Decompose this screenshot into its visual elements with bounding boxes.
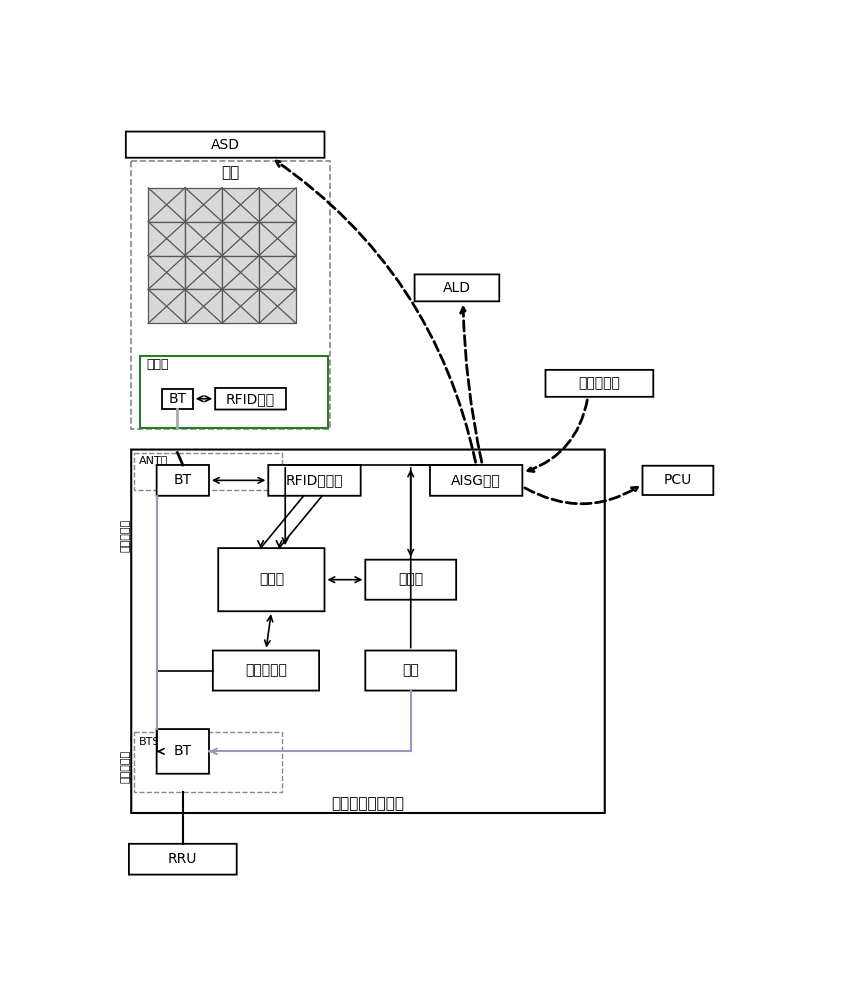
FancyBboxPatch shape xyxy=(157,729,209,774)
Text: BT: BT xyxy=(169,392,187,406)
FancyBboxPatch shape xyxy=(415,274,499,301)
FancyBboxPatch shape xyxy=(215,388,286,410)
Text: RFID标签: RFID标签 xyxy=(226,392,275,406)
Text: 标准板: 标准板 xyxy=(147,358,169,371)
Bar xyxy=(259,289,296,323)
Bar xyxy=(185,222,222,256)
FancyBboxPatch shape xyxy=(365,560,456,600)
Bar xyxy=(222,222,259,256)
FancyBboxPatch shape xyxy=(430,465,522,496)
Bar xyxy=(148,289,185,323)
Bar xyxy=(222,188,259,222)
FancyBboxPatch shape xyxy=(131,450,605,813)
FancyBboxPatch shape xyxy=(365,651,456,691)
Text: 电源: 电源 xyxy=(402,664,419,678)
Bar xyxy=(259,188,296,222)
FancyBboxPatch shape xyxy=(157,465,209,496)
Text: BTS端: BTS端 xyxy=(139,736,167,746)
Bar xyxy=(148,188,185,222)
Bar xyxy=(259,256,296,289)
Bar xyxy=(134,453,282,490)
FancyBboxPatch shape xyxy=(218,548,325,611)
Text: RFID读卡器: RFID读卡器 xyxy=(286,473,343,487)
Bar xyxy=(185,289,222,323)
Text: PCU: PCU xyxy=(664,473,692,487)
Text: 天线: 天线 xyxy=(221,165,240,180)
Bar xyxy=(185,188,222,222)
FancyBboxPatch shape xyxy=(268,465,360,496)
Text: 调制解调器: 调制解调器 xyxy=(245,664,287,678)
Bar xyxy=(222,289,259,323)
Text: 第一收发器: 第一收发器 xyxy=(120,519,130,552)
Bar xyxy=(148,256,185,289)
Text: 第二收发器: 第二收发器 xyxy=(120,750,130,783)
Text: BT: BT xyxy=(174,473,192,487)
FancyBboxPatch shape xyxy=(213,651,319,691)
Bar xyxy=(222,256,259,289)
Text: RRU: RRU xyxy=(168,852,198,866)
Bar xyxy=(141,356,328,428)
Text: ASD: ASD xyxy=(210,138,240,152)
Bar xyxy=(259,222,296,256)
Text: ANT端: ANT端 xyxy=(139,455,168,465)
Text: 条码扫描器: 条码扫描器 xyxy=(578,376,621,390)
Text: 控制器: 控制器 xyxy=(259,573,284,587)
Text: ALD: ALD xyxy=(443,281,471,295)
Text: BT: BT xyxy=(174,744,192,758)
Bar xyxy=(131,161,330,429)
Bar xyxy=(162,389,192,409)
FancyBboxPatch shape xyxy=(643,466,713,495)
Text: 存储器: 存储器 xyxy=(399,573,423,587)
Bar xyxy=(134,732,282,792)
Text: 天线功能扩展设备: 天线功能扩展设备 xyxy=(331,796,404,811)
Bar xyxy=(148,222,185,256)
FancyBboxPatch shape xyxy=(129,844,237,875)
FancyBboxPatch shape xyxy=(545,370,653,397)
Bar xyxy=(185,256,222,289)
Text: AISG接口: AISG接口 xyxy=(451,473,501,487)
FancyBboxPatch shape xyxy=(126,132,325,158)
